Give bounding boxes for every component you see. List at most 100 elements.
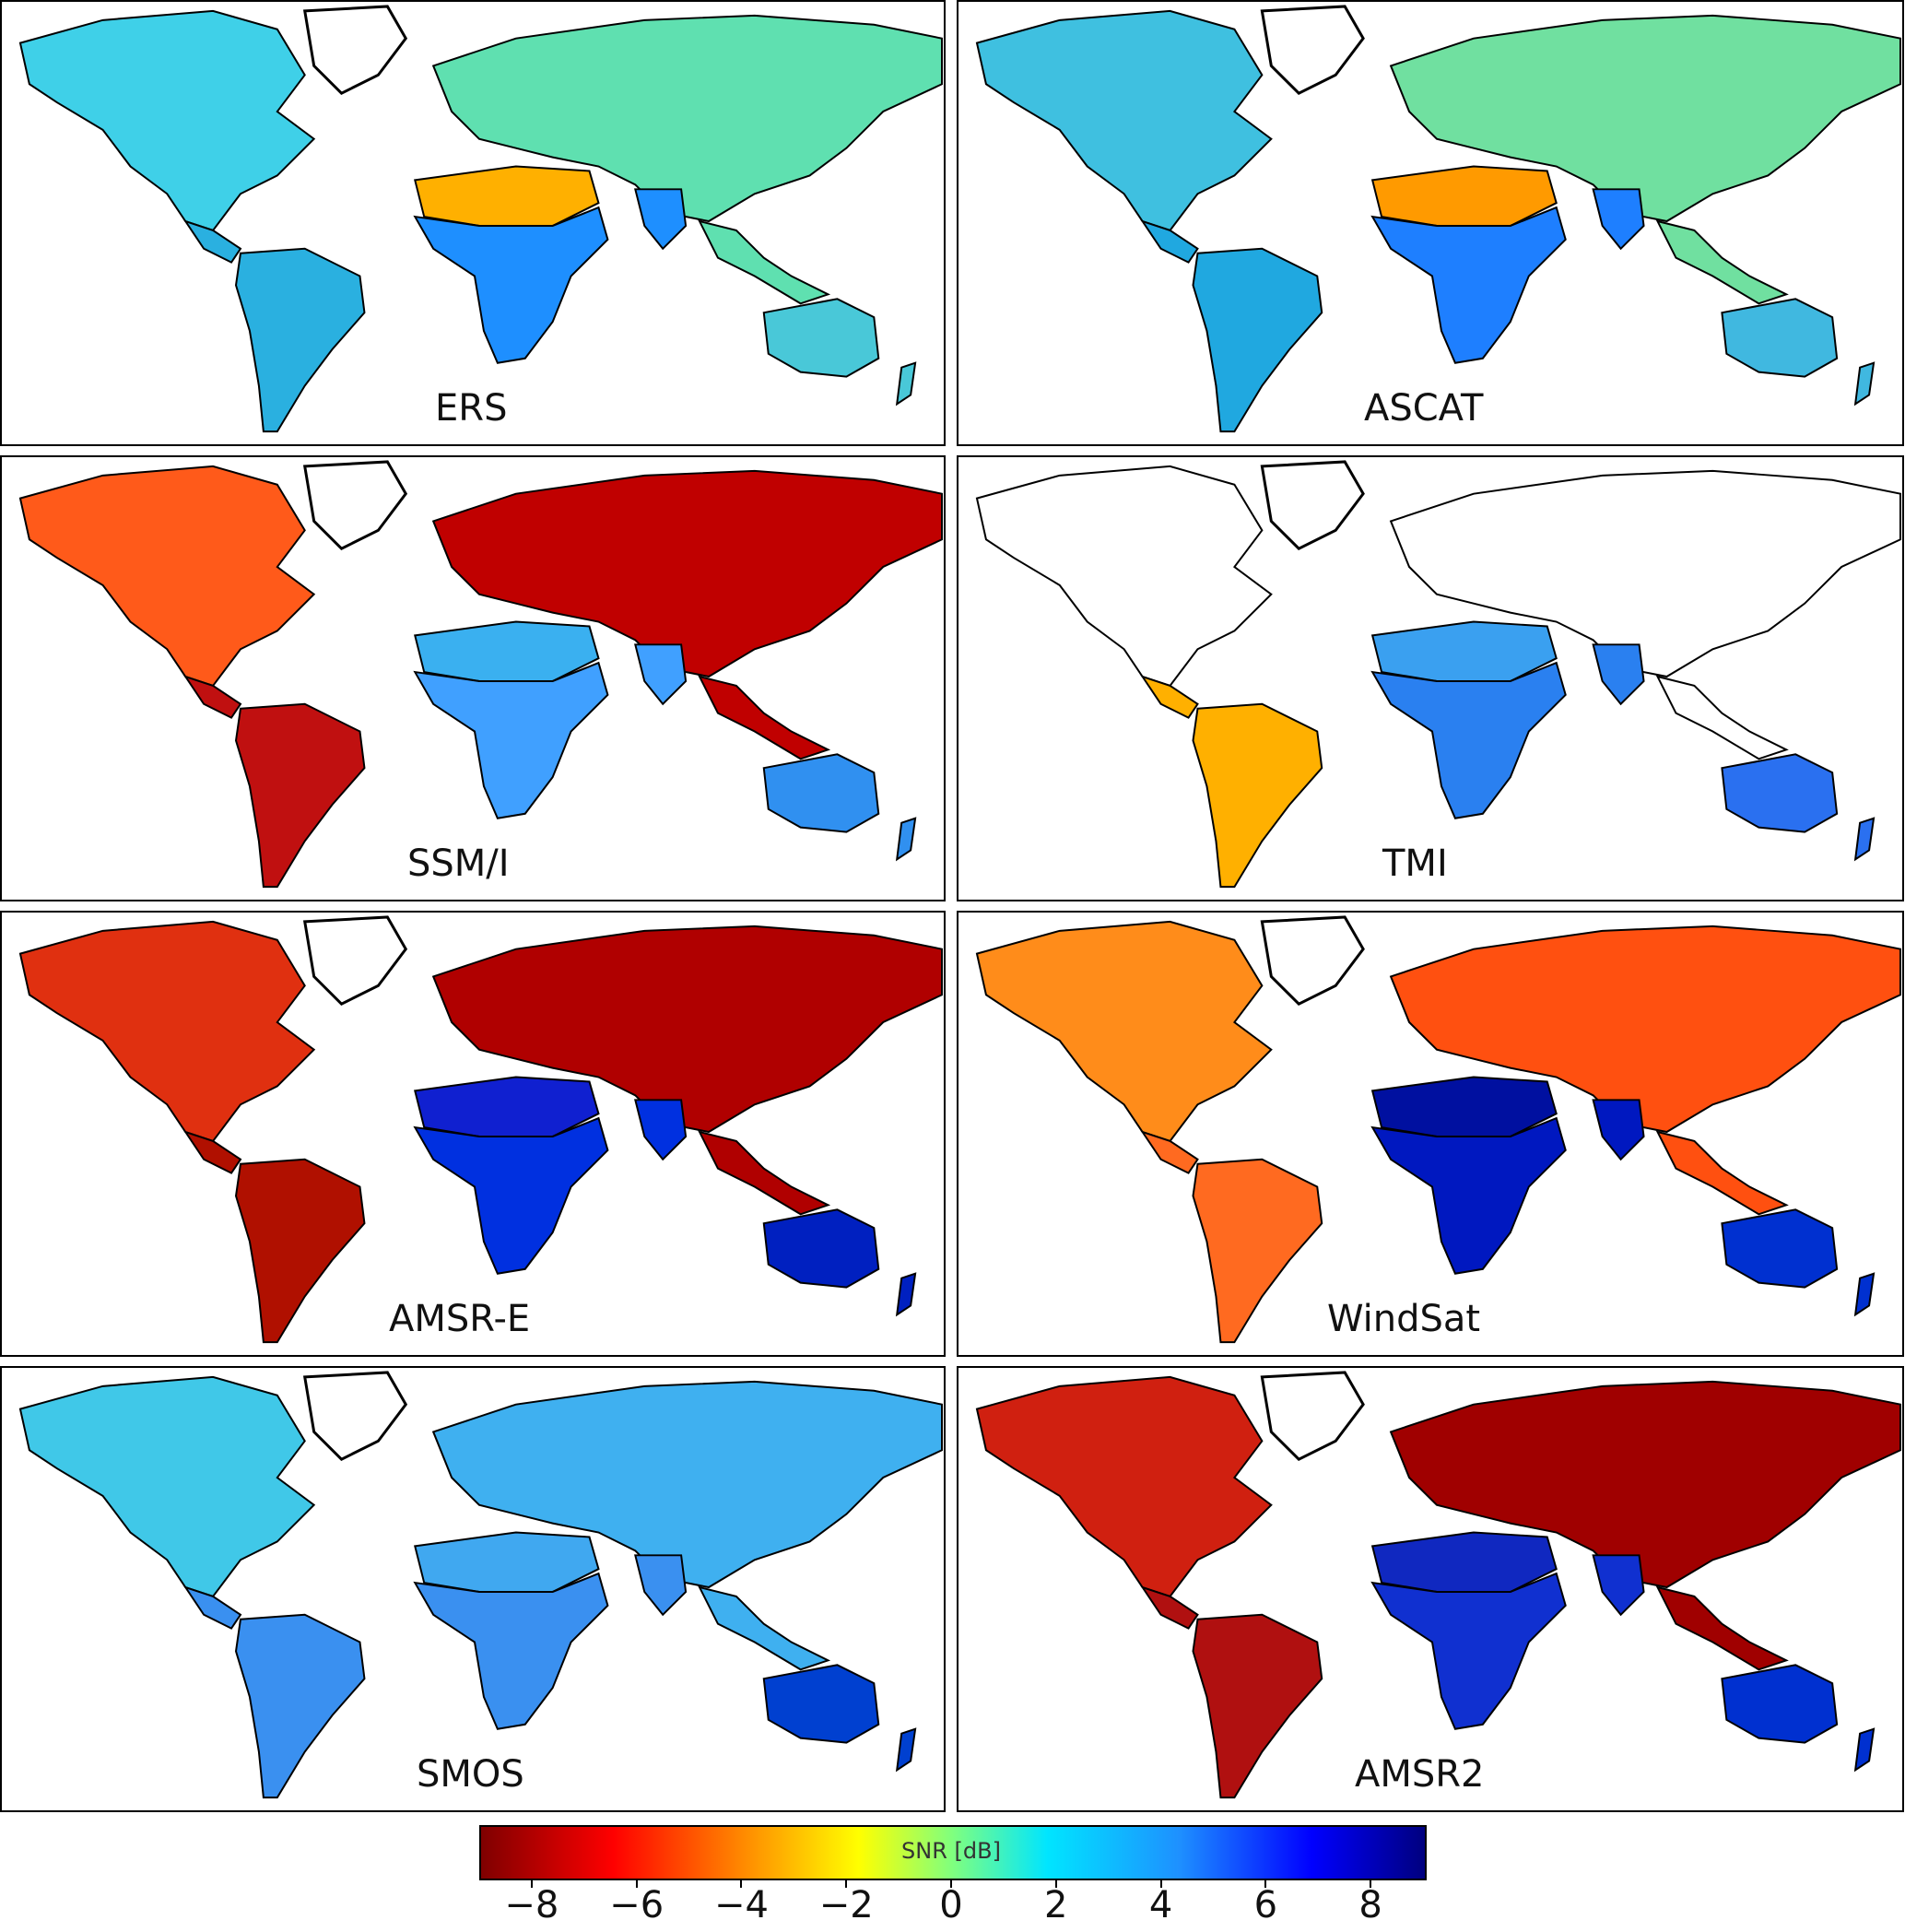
region-africa [1370,1116,1567,1275]
colorbar-tick-label: −6 [609,1884,664,1926]
world-map [975,1371,1902,1799]
region-greenland [1260,5,1365,95]
region-africa [413,1572,609,1730]
region-central-america [1140,219,1199,264]
region-india [634,1554,688,1617]
colorbar-tick [1054,1879,1057,1888]
region-australia [1721,1664,1839,1744]
map-panel-windsat: WindSat [957,911,1904,1357]
colorbar-tick [1370,1879,1372,1888]
region-sahara [1370,620,1558,682]
region-north-america [975,465,1273,688]
colorbar-tick-label: −4 [713,1884,769,1926]
region-se-asia [1655,219,1789,305]
world-map [18,5,944,433]
colorbar-title: SNR [dB] [901,1838,1001,1864]
map-panel-amsr2: AMSR2 [957,1366,1904,1812]
region-south-america [1192,1613,1323,1799]
panel-label: WindSat [1327,1298,1481,1340]
region-australia [762,298,880,378]
region-se-asia [698,219,831,305]
colorbar-tick-label: 4 [1148,1884,1173,1926]
region-sahara [1370,1076,1558,1137]
region-se-asia [1655,1130,1789,1216]
region-africa [413,661,609,819]
colorbar-tick-label: 8 [1358,1884,1382,1926]
colorbar: SNR [dB] −8 −6 −4 −2 0 2 4 6 8 [479,1825,1427,1932]
panel-label: ERS [435,387,508,430]
region-nz [895,361,917,406]
region-se-asia [1655,1585,1789,1671]
region-se-asia [698,675,831,760]
region-nz [1853,1727,1876,1773]
colorbar-tick [845,1879,848,1888]
region-india [1592,1554,1645,1617]
colorbar-tick-label: 6 [1253,1884,1278,1926]
region-sahara [414,1076,600,1137]
region-australia [762,1664,880,1744]
panel-label: AMSR-E [389,1298,531,1340]
colorbar-tick [1264,1879,1267,1888]
region-eurasia [431,925,944,1134]
region-greenland [302,1371,408,1461]
region-africa [413,1116,609,1275]
region-india [1592,188,1645,251]
region-india [634,643,688,706]
map-panel-tmi: TMI [957,455,1904,901]
panel-label: SSM/I [407,842,510,885]
region-australia [1721,298,1839,378]
region-sahara [414,620,600,682]
colorbar-tick [1159,1879,1162,1888]
region-south-america [1192,1158,1323,1344]
region-central-america [182,675,242,719]
region-central-america [1140,675,1199,719]
map-panel-amsr-e: AMSR-E [0,911,946,1357]
map-panel-ers: ERS [0,0,946,446]
region-south-america [1192,247,1323,433]
region-nz [895,817,917,862]
region-se-asia [698,1130,831,1216]
region-north-america [975,1375,1273,1598]
region-south-america [234,702,366,889]
region-north-america [18,465,316,688]
colorbar-tick-label: −8 [504,1884,559,1926]
region-greenland [1260,1371,1365,1461]
region-south-america [234,247,366,433]
region-north-america [975,9,1273,232]
region-africa [1370,661,1567,819]
region-africa [413,206,609,364]
region-greenland [302,460,408,550]
region-australia [762,1208,880,1289]
region-nz [895,1727,917,1773]
world-map [18,460,944,889]
region-south-america [234,1158,366,1344]
panel-label: AMSR2 [1355,1753,1485,1796]
region-eurasia [431,1380,944,1589]
colorbar-gradient [479,1825,1427,1880]
colorbar-tick [740,1879,743,1888]
region-central-america [182,1585,242,1630]
region-north-america [18,1375,316,1598]
world-map [975,460,1902,889]
colorbar-tick-label: 0 [939,1884,963,1926]
map-panel-ssm-i: SSM/I [0,455,946,901]
region-se-asia [698,1585,831,1671]
region-eurasia [1389,1380,1902,1589]
region-central-america [182,219,242,264]
panel-label: ASCAT [1364,387,1484,430]
map-panel-ascat: ASCAT [957,0,1904,446]
region-eurasia [431,469,944,678]
region-australia [1721,1208,1839,1289]
region-south-america [1192,702,1323,889]
region-south-america [234,1613,366,1799]
region-north-america [18,9,316,232]
region-sahara [414,165,600,227]
panel-label: SMOS [417,1753,524,1796]
region-eurasia [1389,925,1902,1134]
world-map [18,915,944,1344]
region-north-america [18,920,316,1143]
region-nz [1853,1272,1876,1317]
region-nz [1853,361,1876,406]
region-se-asia [1655,675,1789,760]
colorbar-tick [530,1879,533,1888]
